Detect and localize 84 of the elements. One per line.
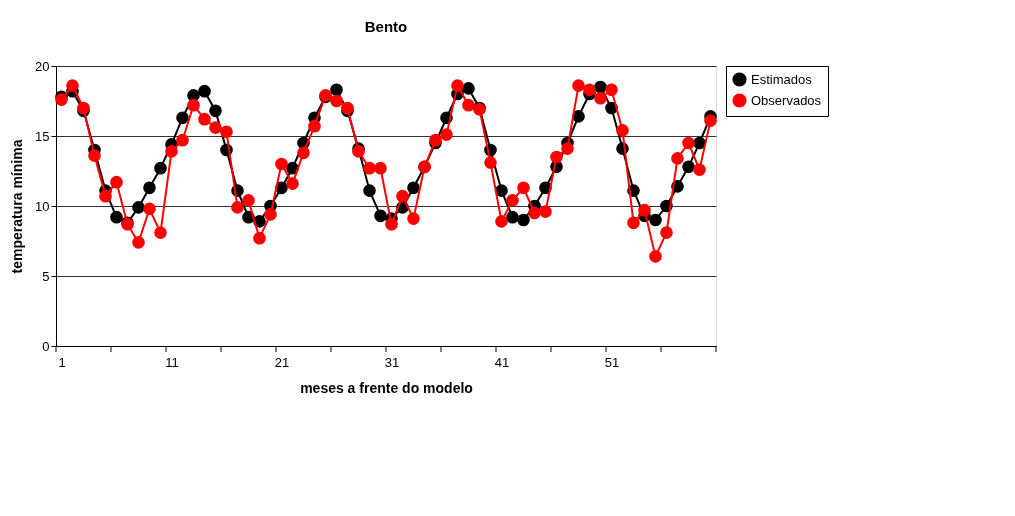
point xyxy=(407,212,420,225)
point xyxy=(605,83,618,97)
point xyxy=(374,161,387,175)
x-tick-label: 1 xyxy=(58,354,66,370)
point xyxy=(99,189,112,203)
point xyxy=(363,184,376,197)
point xyxy=(407,181,420,195)
legend-label: Estimados xyxy=(751,71,813,87)
point xyxy=(517,181,530,195)
point xyxy=(495,215,508,228)
point xyxy=(132,201,145,214)
point xyxy=(385,217,398,231)
point xyxy=(704,114,717,127)
point xyxy=(374,209,387,223)
point xyxy=(132,236,145,249)
point xyxy=(110,175,123,189)
point xyxy=(528,206,541,220)
point xyxy=(572,79,585,92)
y-axis-title: temperatura mínima xyxy=(9,139,26,274)
point xyxy=(550,150,563,164)
point xyxy=(517,213,530,227)
point xyxy=(165,145,178,158)
point xyxy=(88,149,101,162)
point xyxy=(484,156,497,169)
point xyxy=(66,79,79,92)
legend-label: Observados xyxy=(751,92,822,108)
point xyxy=(198,84,211,98)
point xyxy=(143,202,156,216)
point xyxy=(594,91,607,105)
point xyxy=(110,210,123,224)
point xyxy=(363,161,376,175)
point xyxy=(671,152,684,165)
point xyxy=(495,184,508,197)
point xyxy=(682,136,695,150)
point xyxy=(330,94,343,108)
point xyxy=(583,83,596,97)
x-axis-title: meses a frente do modelo xyxy=(300,379,473,396)
point xyxy=(154,226,167,239)
point xyxy=(396,189,409,203)
point xyxy=(176,111,189,125)
y-tick-label: 15 xyxy=(35,128,50,144)
point xyxy=(440,128,453,141)
y-tick-label: 5 xyxy=(42,268,50,284)
x-tick-label: 41 xyxy=(494,354,510,370)
point xyxy=(242,194,255,207)
x-tick-label: 51 xyxy=(604,354,620,370)
point xyxy=(506,194,519,207)
point xyxy=(462,98,475,112)
point xyxy=(154,161,167,175)
point xyxy=(561,142,574,155)
y-tick-label: 0 xyxy=(42,338,50,354)
point xyxy=(506,210,519,224)
point xyxy=(308,119,321,133)
point xyxy=(220,125,233,139)
point xyxy=(660,226,673,239)
x-tick-label: 31 xyxy=(384,354,400,370)
point xyxy=(264,208,277,221)
point xyxy=(638,203,651,217)
point xyxy=(209,104,222,118)
point xyxy=(297,146,310,160)
point xyxy=(539,205,552,218)
point xyxy=(682,160,695,174)
chart-title: Bento xyxy=(364,18,408,35)
point xyxy=(231,201,244,214)
point xyxy=(451,79,464,92)
point xyxy=(209,121,222,134)
point xyxy=(693,163,706,176)
point xyxy=(649,250,662,263)
point xyxy=(627,216,640,230)
point xyxy=(286,177,299,190)
point xyxy=(330,83,343,97)
point xyxy=(143,181,156,195)
point xyxy=(253,231,266,245)
point xyxy=(649,213,662,227)
y-tick-label: 20 xyxy=(35,58,50,74)
point xyxy=(198,112,211,126)
x-tick-label: 11 xyxy=(165,354,179,370)
point xyxy=(275,157,288,171)
point xyxy=(462,82,475,95)
point xyxy=(616,124,629,137)
x-tick-label: 21 xyxy=(274,354,290,370)
y-tick-label: 10 xyxy=(35,198,50,214)
point xyxy=(176,133,189,147)
point xyxy=(187,98,200,112)
